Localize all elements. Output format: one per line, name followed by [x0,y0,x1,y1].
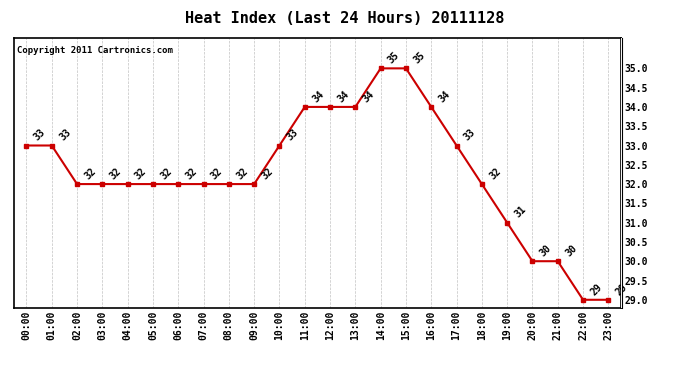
Text: Copyright 2011 Cartronics.com: Copyright 2011 Cartronics.com [17,46,172,55]
Text: 34: 34 [437,89,452,104]
Text: 34: 34 [335,89,351,104]
Text: 32: 32 [209,166,224,181]
Text: 33: 33 [57,128,72,143]
Text: 31: 31 [513,204,528,220]
Text: 30: 30 [563,243,579,258]
Text: 34: 34 [361,89,376,104]
Text: 33: 33 [462,128,477,143]
Text: 29: 29 [614,282,629,297]
Text: 33: 33 [32,128,48,143]
Text: 29: 29 [589,282,604,297]
Text: 32: 32 [235,166,250,181]
Text: Heat Index (Last 24 Hours) 20111128: Heat Index (Last 24 Hours) 20111128 [186,11,504,26]
Text: 34: 34 [310,89,326,104]
Text: 32: 32 [487,166,503,181]
Text: 32: 32 [184,166,199,181]
Text: 32: 32 [133,166,148,181]
Text: 32: 32 [83,166,98,181]
Text: 35: 35 [411,50,427,66]
Text: 33: 33 [285,128,300,143]
Text: 30: 30 [538,243,553,258]
Text: 35: 35 [386,50,402,66]
Text: 32: 32 [159,166,174,181]
Text: 32: 32 [108,166,124,181]
Text: 32: 32 [259,166,275,181]
